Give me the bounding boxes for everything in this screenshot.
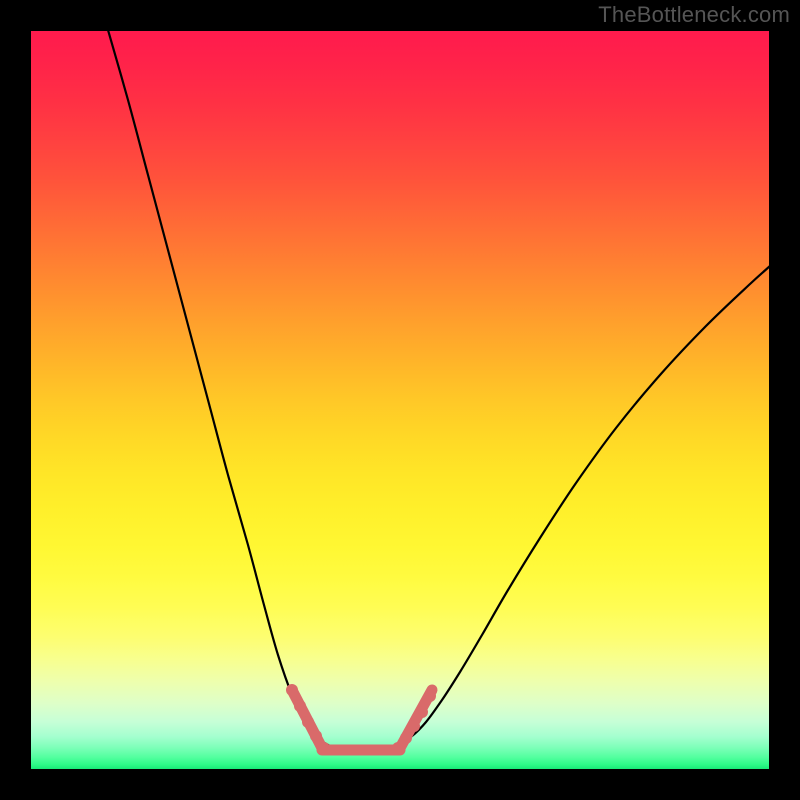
gradient-background [30,30,770,770]
watermark-text: TheBottleneck.com [598,2,790,28]
bottleneck-chart [0,0,800,800]
